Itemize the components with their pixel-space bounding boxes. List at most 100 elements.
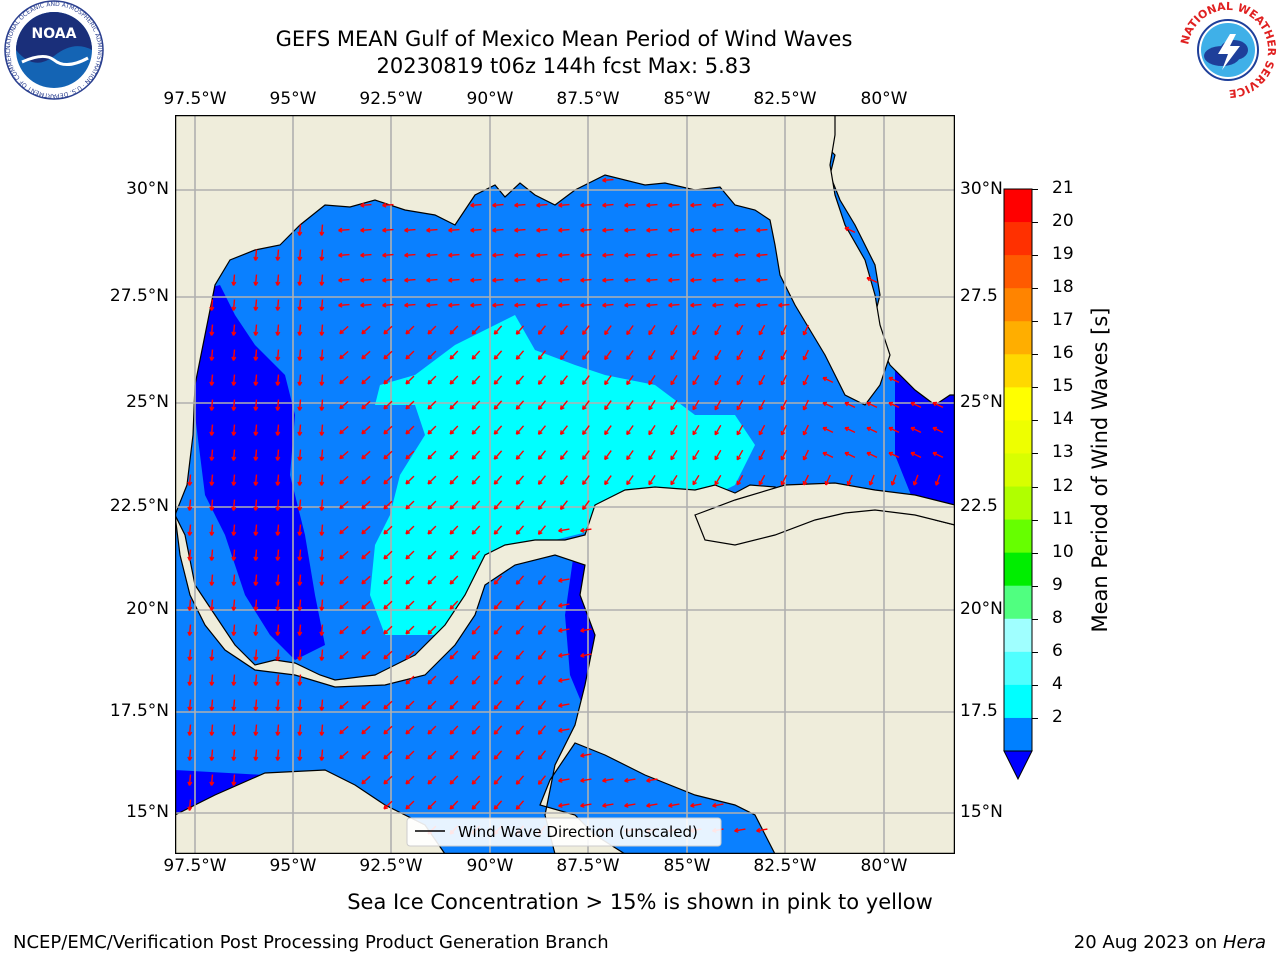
wind-arrow [471,475,481,485]
wind-arrow [712,277,724,283]
wind-arrow [427,550,437,560]
wind-arrow [297,599,303,611]
wind-arrow [932,401,944,408]
wind-arrow [648,400,656,411]
wind-arrow [209,349,215,361]
colorbar-tick-label: 16 [1052,343,1074,364]
wind-arrow [231,624,237,636]
colorbar-tick-mark [1032,519,1038,521]
latitude-label: 20°N [126,599,169,619]
wind-arrow [426,252,438,258]
wind-arrow [383,725,393,735]
wind-arrow [670,324,678,336]
wind-arrow [297,524,303,536]
wind-arrow [275,424,281,436]
wind-arrow [319,299,325,311]
wind-arrow [449,775,459,785]
wind-arrow [360,277,372,283]
wind-arrow [319,374,325,386]
wind-arrow [515,800,525,810]
colorbar-cell [1004,651,1032,686]
wind-arrow [537,775,547,785]
wind-arrow [253,474,259,486]
wind-arrow [714,324,722,336]
colorbar-tick-label: 14 [1052,409,1074,430]
wind-arrow [714,424,722,436]
wind-arrow [624,802,636,808]
wind-arrow [646,802,658,808]
wind-arrow [822,401,834,408]
wind-arrow [187,524,193,536]
longitude-label: 90°W [466,856,514,876]
wind-arrow [734,252,746,258]
wind-arrow [758,324,766,336]
colorbar-tick-label: 12 [1052,475,1074,496]
wind-arrow [712,227,724,233]
wind-arrow [626,425,634,436]
wind-arrow [780,324,788,336]
wind-arrow [339,450,349,460]
wind-arrow [537,475,547,485]
wind-arrow [602,802,614,808]
wind-arrow [404,227,416,233]
wind-arrow [405,575,415,585]
wind-arrow [492,227,504,233]
wind-arrow [802,424,810,436]
wind-arrow [626,350,634,361]
wind-arrow [492,302,504,308]
wind-arrow [360,302,372,308]
wind-arrow [514,302,526,308]
wind-arrow [670,399,678,411]
wind-arrow [319,649,325,661]
wind-arrow [471,800,481,810]
wind-arrow [756,277,768,283]
wind-arrow [471,325,481,335]
wind-arrow [604,325,612,336]
wind-arrow [209,524,215,536]
wind-arrow [515,375,525,385]
wind-arrow [471,525,481,535]
wind-arrow [405,800,415,810]
wind-arrow [231,724,237,736]
wind-arrow [712,202,724,208]
wind-arrow [297,324,303,336]
wind-arrow [297,249,303,261]
longitude-label: 92.5°W [359,89,423,109]
wind-arrow [297,724,303,736]
wind-arrow [493,325,503,335]
wind-arrow [383,775,393,785]
noaa-logo: NATIONAL OCEANIC AND ATMOSPHERIC ADMINIS… [2,0,104,100]
wind-arrow [231,524,237,536]
wind-arrow [427,750,437,760]
wind-arrow [231,674,237,686]
wind-arrow [602,177,614,183]
wind-arrow [802,399,810,411]
wind-arrow [470,252,482,258]
wind-arrow [822,376,834,383]
colorbar-tick-mark [1032,585,1038,587]
wind-arrow [582,475,590,486]
wind-arrow [471,450,481,460]
wind-arrow [319,474,325,486]
wind-arrow [758,399,766,411]
wind-arrow [275,324,281,336]
longitude-label: 85°W [663,89,711,109]
wind-arrow [580,277,592,283]
wind-arrow [427,625,437,635]
wind-arrow [275,699,281,711]
wind-arrow [339,550,349,560]
wind-arrow [890,474,897,486]
wind-arrow [449,325,459,335]
wind-arrow [648,475,656,486]
wind-arrow [253,724,259,736]
wind-arrow [427,375,437,385]
wind-arrow [187,699,193,711]
wind-arrow [844,451,856,458]
wind-arrow [449,350,459,360]
wind-arrow [339,525,349,535]
wind-arrow [361,525,371,535]
wind-arrow [626,325,634,336]
wind-arrow [493,775,503,785]
colorbar-tick-mark [1032,255,1038,257]
longitude-label: 95°W [269,856,317,876]
